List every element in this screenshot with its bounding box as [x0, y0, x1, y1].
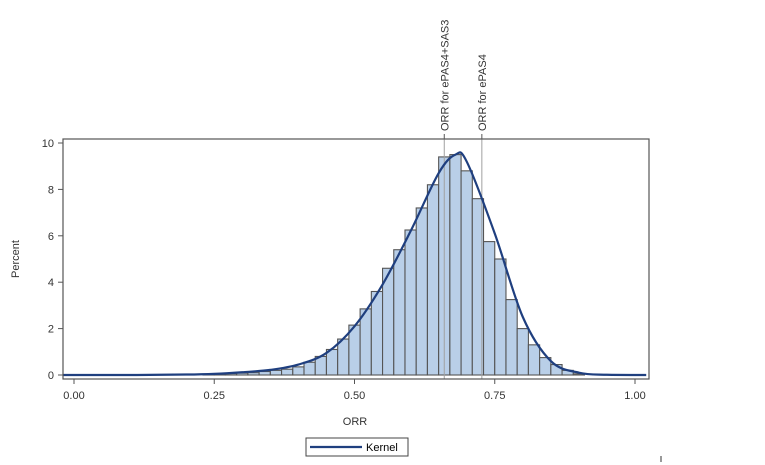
histogram-bar: [348, 324, 361, 376]
histogram-bar: [258, 370, 271, 376]
x-tick-label: 0.50: [344, 390, 365, 402]
histogram-bar: [325, 348, 339, 376]
histogram-bar: [404, 229, 417, 376]
histogram-bar: [449, 154, 462, 376]
histogram-bar: [527, 344, 541, 376]
x-tick-label: 0.00: [63, 390, 84, 402]
legend-kernel-label: Kernel: [366, 442, 398, 454]
y-axis: 0 2 4 6 8 10: [42, 138, 63, 382]
histogram-bar: [269, 369, 283, 376]
histogram-bar: [247, 372, 260, 376]
x-tick-label: 0.25: [204, 390, 225, 402]
x-tick-label: 1.00: [624, 390, 645, 402]
histogram-bar: [393, 249, 406, 376]
reference-line-label: ORR for ePAS4: [477, 54, 489, 131]
histogram-bar: [482, 241, 496, 376]
histogram-bar: [494, 258, 507, 376]
histogram-bar: [426, 184, 440, 376]
y-tick-label: 6: [48, 231, 54, 243]
y-tick-label: 4: [48, 277, 54, 289]
legend: Kernel: [305, 437, 409, 457]
x-axis-label: ORR: [343, 416, 368, 428]
y-tick-label: 0: [48, 370, 54, 382]
kernel-density-curve: [62, 151, 647, 377]
histogram-bar: [303, 361, 316, 376]
histogram-bar: [415, 207, 428, 376]
x-axis: 0.00 0.25 0.50 0.75 1.00: [63, 379, 646, 402]
y-tick-label: 2: [48, 324, 54, 336]
y-tick-label: 8: [48, 184, 54, 196]
reference-lines: ORR for ePAS4+SAS3 ORR for ePAS4: [439, 20, 489, 379]
reference-line-label: ORR for ePAS4+SAS3: [439, 20, 451, 131]
histogram-bar: [337, 338, 350, 376]
plot-frame: [62, 138, 650, 380]
histogram-bar: [516, 328, 529, 376]
histogram-bar: [292, 366, 305, 376]
histogram-bar: [370, 290, 384, 376]
histogram-bar: [460, 170, 473, 376]
x-tick-label: 0.75: [484, 390, 505, 402]
histogram-bar: [505, 299, 518, 376]
y-tick-label: 10: [42, 138, 54, 150]
y-axis-label: Percent: [10, 240, 22, 278]
histogram-bar: [381, 267, 395, 376]
histogram-bar: [281, 368, 294, 376]
histogram-bar: [359, 308, 372, 376]
